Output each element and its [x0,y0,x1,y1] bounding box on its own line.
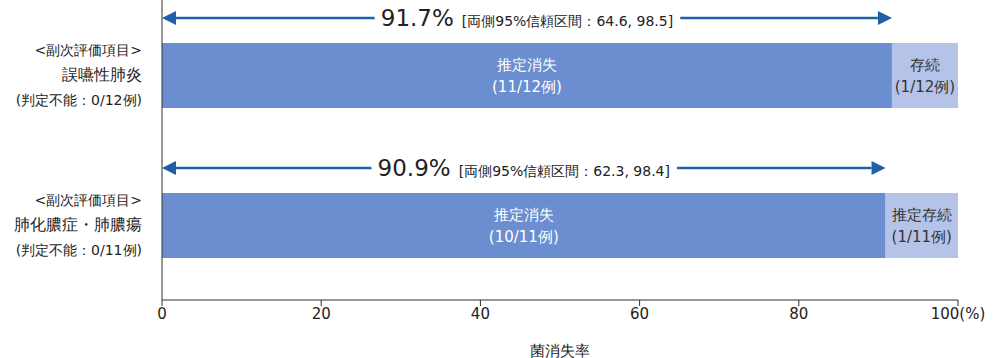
svg-text:存続: 存続 [910,56,940,74]
svg-text:(判定不能：0/12例): (判定不能：0/12例) [16,92,142,108]
svg-text:<副次評価項目>: <副次評価項目> [35,42,142,58]
svg-text:(11/12例): (11/12例) [492,78,562,96]
svg-text:(判定不能：0/11例): (判定不能：0/11例) [16,242,142,258]
svg-text:推定消失: 推定消失 [497,56,557,74]
svg-text:(1/11例): (1/11例) [892,228,952,246]
svg-text:菌消失率: 菌消失率 [530,342,590,358]
svg-text:肺化膿症・肺膿瘍: 肺化膿症・肺膿瘍 [14,215,142,234]
svg-text:40: 40 [471,305,490,323]
svg-text:<副次評価項目>: <副次評価項目> [35,192,142,208]
svg-text:90.9%[両側95%信頼区間：62.3, 98.4]: 90.9%[両側95%信頼区間：62.3, 98.4] [378,155,670,181]
svg-text:100(%): 100(%) [931,305,986,323]
svg-text:推定消失: 推定消失 [494,206,554,224]
svg-text:20: 20 [312,305,331,323]
svg-text:80: 80 [789,305,808,323]
svg-text:(10/11例): (10/11例) [489,228,559,246]
svg-text:(1/12例): (1/12例) [895,78,955,96]
svg-text:推定存続: 推定存続 [892,206,952,224]
svg-text:91.7%[両側95%信頼区間：64.6, 98.5]: 91.7%[両側95%信頼区間：64.6, 98.5] [381,5,673,31]
svg-text:60: 60 [630,305,649,323]
svg-text:0: 0 [157,305,167,323]
svg-text:誤嚥性肺炎: 誤嚥性肺炎 [62,65,142,84]
